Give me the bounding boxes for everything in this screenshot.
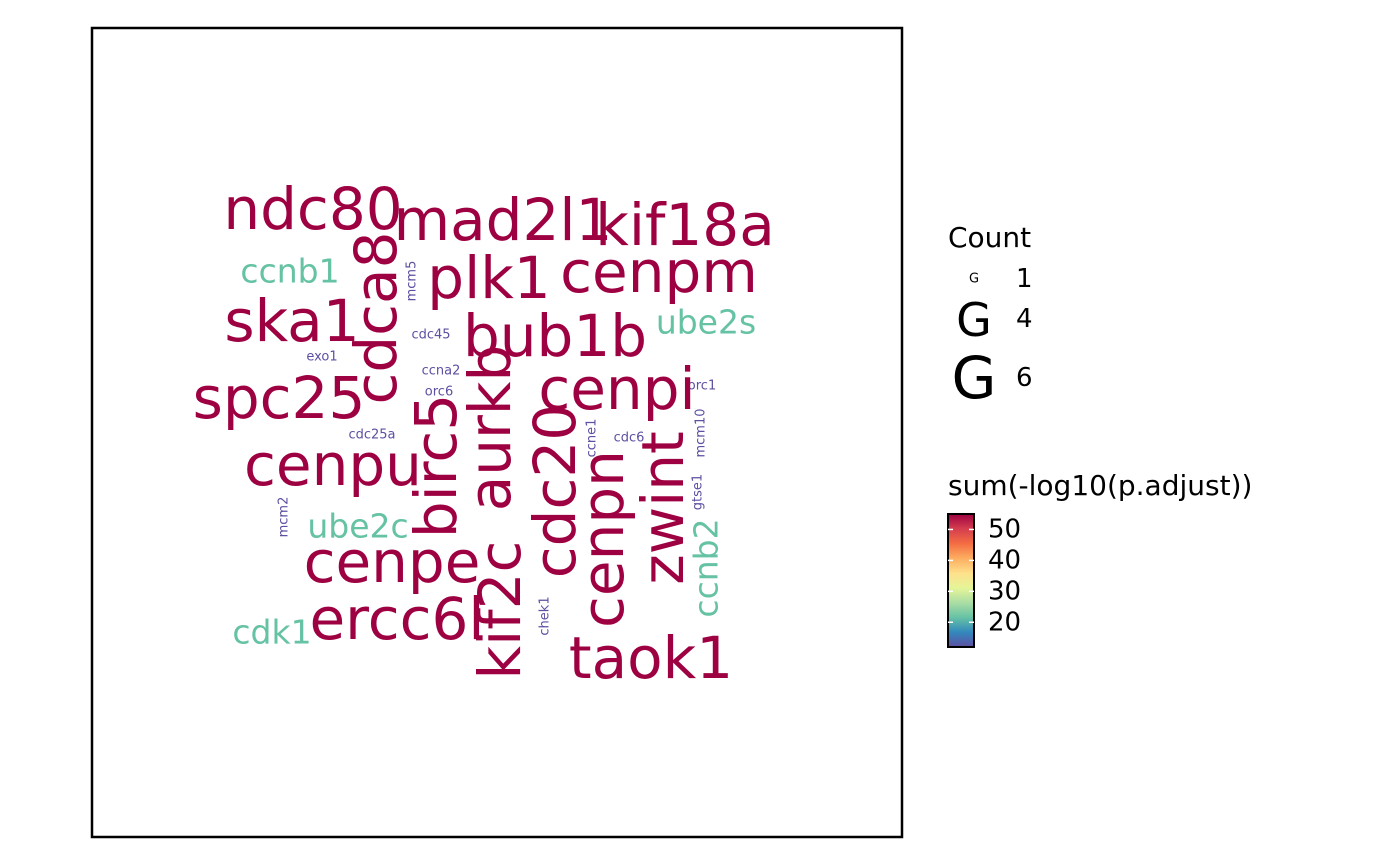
word-aurkb: aurkb (456, 345, 524, 512)
word-cdc45: cdc45 (411, 328, 450, 343)
word-cenpi: cenpi (538, 355, 695, 423)
colorbar (947, 513, 975, 648)
word-cdc25a: cdc25a (348, 428, 395, 443)
word-mad2l1: mad2l1 (394, 186, 613, 254)
word-kif18a: kif18a (595, 191, 774, 259)
word-ercc6l: ercc6l (309, 585, 484, 653)
colorbar-tick-label-30: 30 (988, 576, 1021, 606)
colorbar-tick-label-20: 20 (988, 607, 1021, 637)
word-mcm10: mcm10 (694, 408, 709, 457)
word-gtse1: gtse1 (691, 474, 706, 510)
word-kif2c: kif2c (466, 541, 534, 680)
word-bub1b: bub1b (463, 302, 647, 370)
size-legend-entries: G 1G 4G 6 (952, 264, 1033, 412)
word-plk1: plk1 (427, 244, 550, 312)
word-ccnb1: ccnb1 (240, 252, 339, 291)
word-birc5: birc5 (402, 394, 470, 538)
word-cdca8: cdca8 (342, 231, 410, 404)
word-mcm5: mcm5 (405, 261, 420, 302)
colorbar-tick-label-40: 40 (988, 545, 1021, 575)
word-ska1: ska1 (224, 287, 359, 355)
color-legend-title: sum(-log10(p.adjust)) (948, 469, 1252, 502)
size-legend-key-6: G (952, 344, 997, 412)
size-legend: Count G 1G 4G 6 (948, 221, 1033, 412)
size-legend-label-1: 1 (1016, 264, 1033, 294)
word-cdc20: cdc20 (521, 404, 589, 578)
word-exo1: exo1 (306, 350, 337, 365)
word-ccne1: ccne1 (585, 419, 600, 458)
word-cenpu: cenpu (244, 431, 422, 499)
word-cenpn: cenpn (569, 450, 637, 628)
word-cdc6: cdc6 (614, 431, 645, 446)
size-legend-label-4: 4 (1016, 304, 1033, 334)
size-legend-key-4: G (956, 293, 992, 347)
word-zwint: zwint (629, 431, 697, 585)
word-ube2s: ube2s (656, 303, 756, 342)
word-cdk1: cdk1 (232, 613, 311, 652)
plot-panel (90, 26, 904, 839)
word-ube2c: ube2c (307, 507, 408, 546)
word-spc25: spc25 (193, 364, 366, 432)
word-chek1: chek1 (538, 596, 553, 635)
word-cenpm: cenpm (560, 238, 758, 306)
size-legend-label-6: 6 (1016, 363, 1033, 393)
word-cenpe: cenpe (304, 528, 481, 596)
colorbar-tick-label-50: 50 (988, 514, 1021, 544)
word-ccnb2: ccnb2 (687, 518, 726, 617)
word-taok1: taok1 (569, 624, 733, 692)
word-ccna2: ccna2 (422, 364, 461, 379)
word-orc6: orc6 (425, 385, 453, 400)
size-legend-key-1: G (969, 272, 979, 287)
word-orc1: orc1 (688, 379, 716, 394)
word-ndc80: ndc80 (223, 175, 402, 243)
size-legend-title: Count (948, 221, 1031, 254)
word-mcm2: mcm2 (277, 497, 292, 538)
